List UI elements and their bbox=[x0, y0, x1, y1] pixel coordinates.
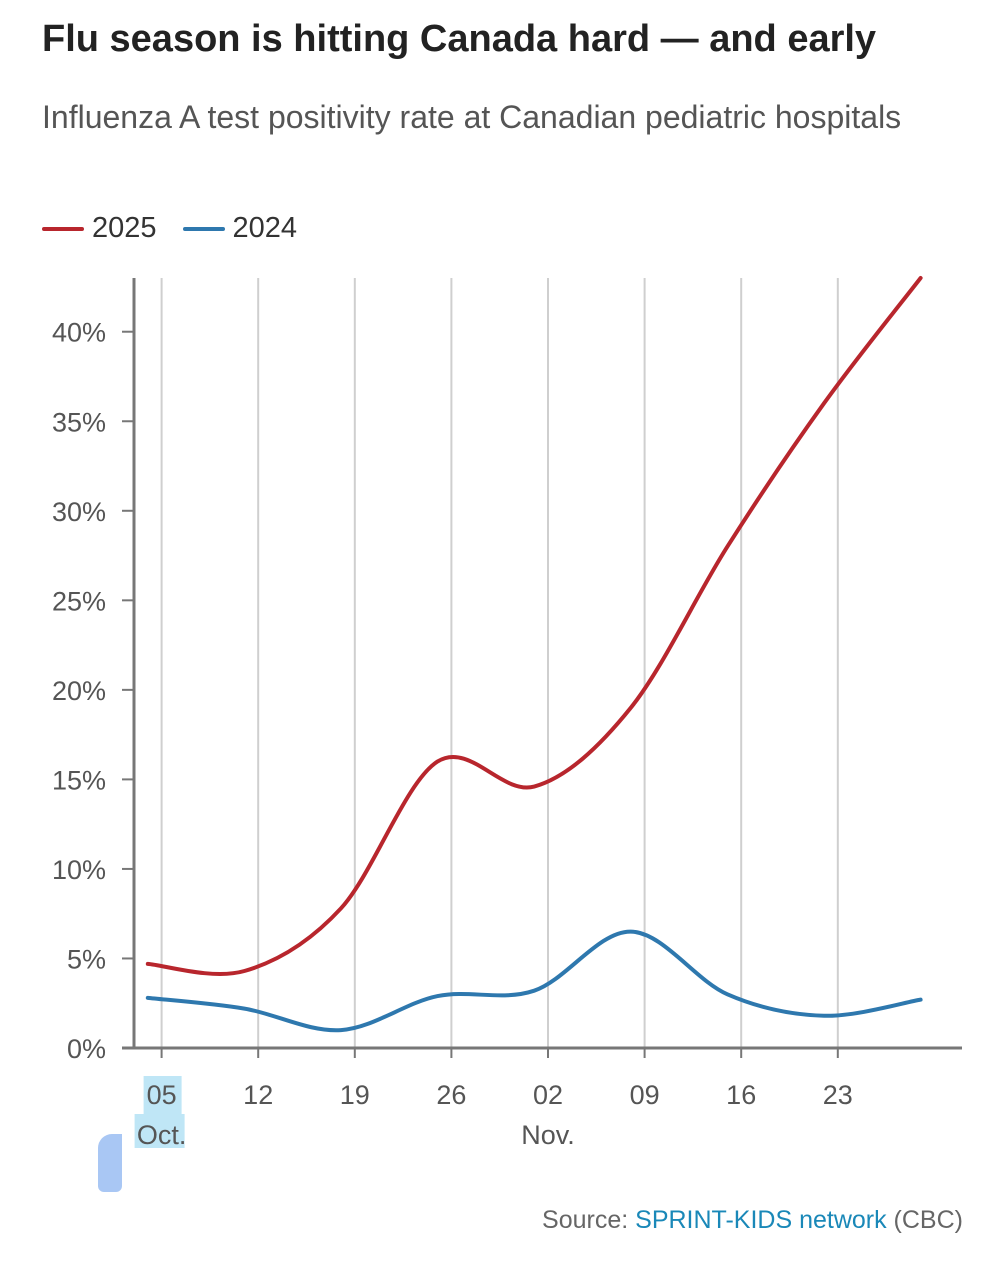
x-tick-label-12: 12 bbox=[243, 1080, 273, 1110]
y-tick-label-20: 20% bbox=[52, 676, 106, 706]
legend-label-2025: 2025 bbox=[92, 212, 157, 244]
y-tick-label-30: 30% bbox=[52, 497, 106, 527]
x-tick-label-19: 19 bbox=[340, 1080, 370, 1110]
chart-title: Flu season is hitting Canada hard — and … bbox=[42, 18, 877, 60]
x-month-label-Nov: Nov. bbox=[521, 1120, 575, 1150]
line-chart: 0512192602091623Oct.Nov.050%5%10%15%20%2… bbox=[52, 276, 962, 1150]
x-tick-label-05-overlay: 05 bbox=[147, 1080, 177, 1110]
y-tick-label-25: 25% bbox=[52, 586, 106, 616]
y-tick-label-35: 35% bbox=[52, 407, 106, 437]
legend-swatch-2024 bbox=[182, 226, 225, 231]
y-tick-label-40: 40% bbox=[52, 318, 106, 348]
source-link[interactable]: SPRINT-KIDS network bbox=[635, 1206, 887, 1234]
y-tick-label-5: 5% bbox=[67, 944, 106, 974]
selection-highlight-day bbox=[143, 1076, 182, 1114]
legend-swatch-2025 bbox=[42, 226, 84, 231]
source-prefix: Source: bbox=[542, 1206, 636, 1234]
y-tick-label-0: 0% bbox=[67, 1034, 106, 1064]
y-tick-label-10: 10% bbox=[52, 855, 106, 885]
source-suffix: (CBC) bbox=[886, 1206, 963, 1234]
x-tick-label-26: 26 bbox=[436, 1080, 466, 1110]
y-tick-label-15: 15% bbox=[52, 765, 106, 795]
chart-subtitle: Influenza A test positivity rate at Cana… bbox=[42, 99, 902, 135]
text-selection-handle[interactable] bbox=[98, 1134, 122, 1192]
legend-item-2024: 2024 bbox=[182, 212, 298, 245]
source-note: Source: SPRINT-KIDS network (CBC) bbox=[542, 1206, 963, 1235]
legend: 2025 2024 bbox=[42, 212, 323, 245]
x-tick-label-02: 02 bbox=[533, 1080, 563, 1110]
x-tick-label-23: 23 bbox=[823, 1080, 853, 1110]
series-line-2025 bbox=[145, 276, 923, 976]
x-tick-label-16: 16 bbox=[726, 1080, 756, 1110]
legend-item-2025: 2025 bbox=[42, 212, 157, 245]
legend-label-2024: 2024 bbox=[232, 212, 298, 244]
series-line-2024 bbox=[145, 929, 923, 1033]
x-tick-label-09: 09 bbox=[630, 1080, 660, 1110]
x-month-label-Oct: Oct. bbox=[137, 1120, 187, 1150]
selection-highlight-month bbox=[134, 1114, 185, 1148]
